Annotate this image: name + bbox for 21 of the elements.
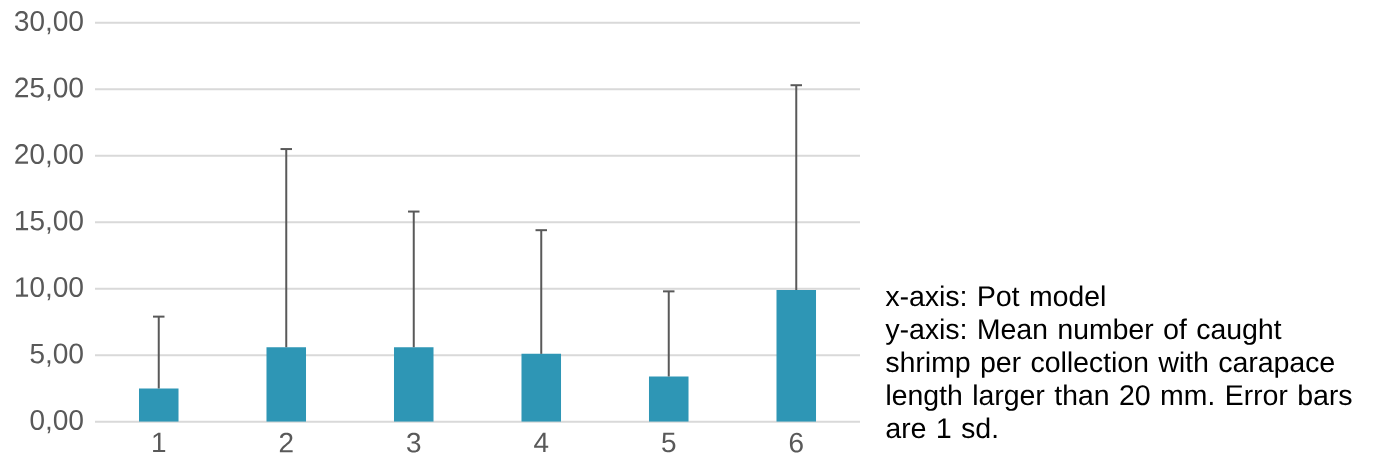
x-tick-label: 1 (153, 432, 166, 453)
x-tick-label: 6 (789, 432, 803, 453)
bar (776, 290, 817, 422)
x-tick-label: 2 (279, 432, 293, 453)
y-tick-label: 20,00 (15, 144, 83, 168)
bar (266, 347, 307, 422)
y-tick-label: 5,00 (30, 343, 83, 367)
bar (138, 388, 179, 422)
text: y-axis: Mean number of caught shrimp per collection with carapace length larger than 20 mm. Error bars are 1 sd. (885, 318, 1352, 439)
y-tick-label: 0,00 (30, 410, 83, 434)
bar (648, 376, 689, 422)
y-tick-label: 25,00 (15, 77, 83, 101)
text: x-axis: Pot model (885, 285, 1105, 307)
y-tick-label: 10,00 (16, 277, 83, 301)
bar (521, 353, 562, 422)
y-tick-label: 15,00 (16, 210, 83, 234)
x-tick-label: 5 (662, 432, 676, 453)
y-tick-label: 30,00 (14, 11, 83, 35)
x-tick-label: 3 (407, 432, 421, 453)
x-tick-label: 4 (534, 432, 549, 453)
bar (393, 347, 434, 422)
